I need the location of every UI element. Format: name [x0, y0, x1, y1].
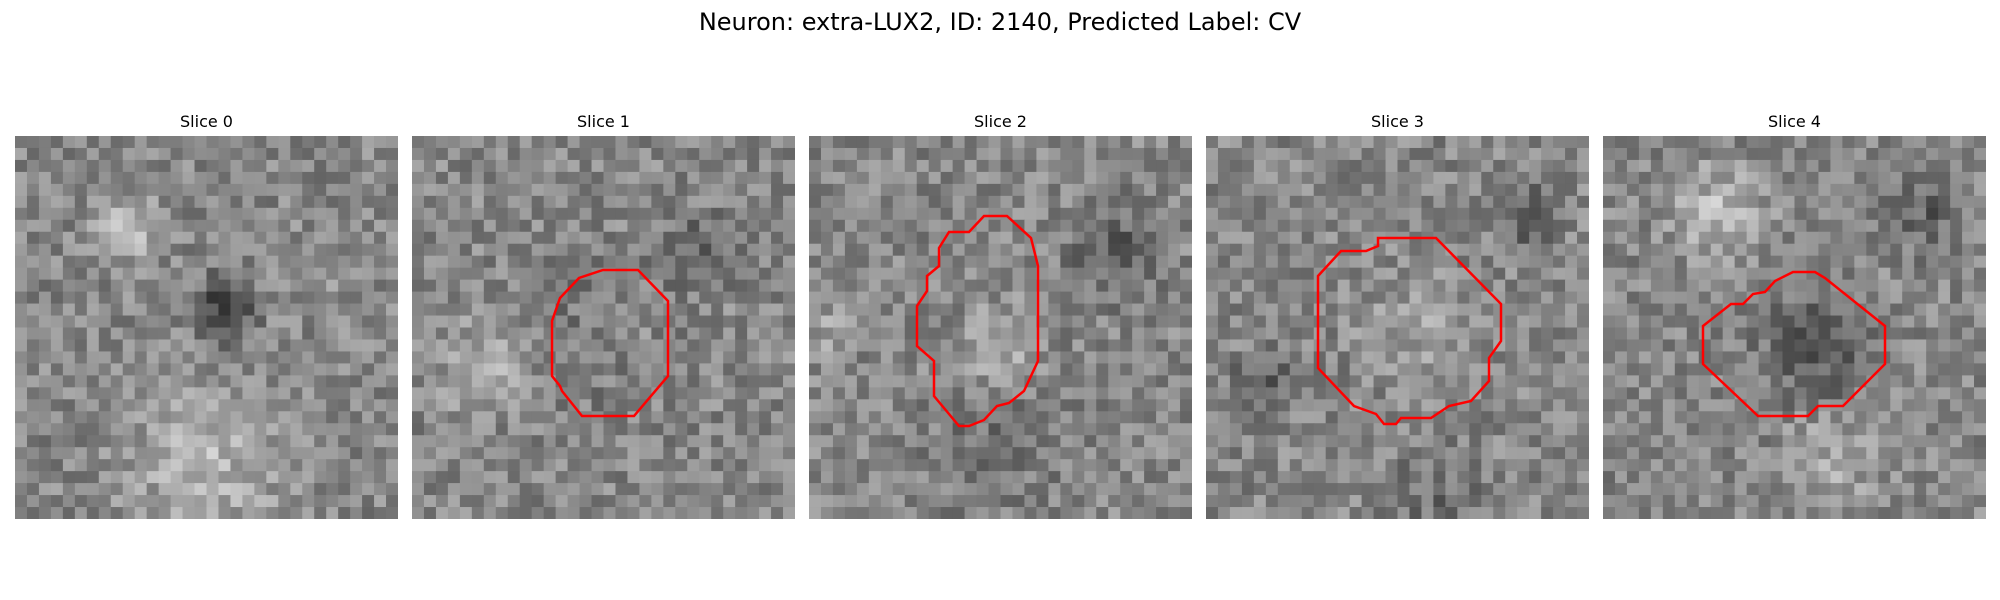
- slice-title: Slice 1: [577, 112, 630, 131]
- slice-image: [412, 136, 795, 519]
- slice-title: Slice 2: [974, 112, 1027, 131]
- slice-image: [15, 136, 398, 519]
- segmentation-contour: [915, 214, 1040, 428]
- slice-image: [1206, 136, 1589, 519]
- segmentation-contour: [550, 268, 670, 418]
- slice-panel-3: Slice 3: [1206, 110, 1589, 519]
- slice-title: Slice 3: [1371, 112, 1424, 131]
- slice-title: Slice 0: [180, 112, 233, 131]
- slice-panel-2: Slice 2: [809, 110, 1192, 519]
- slice-panel-1: Slice 1: [412, 110, 795, 519]
- figure-title: Neuron: extra-LUX2, ID: 2140, Predicted …: [698, 8, 1302, 36]
- slice-panel-0: Slice 0: [15, 110, 398, 519]
- slice-panel-4: Slice 4: [1603, 110, 1986, 519]
- segmentation-contour: [1316, 236, 1503, 426]
- segmentation-contour: [1701, 270, 1887, 418]
- slice-image: [1603, 136, 1986, 519]
- slice-title: Slice 4: [1768, 112, 1821, 131]
- slice-image: [809, 136, 1192, 519]
